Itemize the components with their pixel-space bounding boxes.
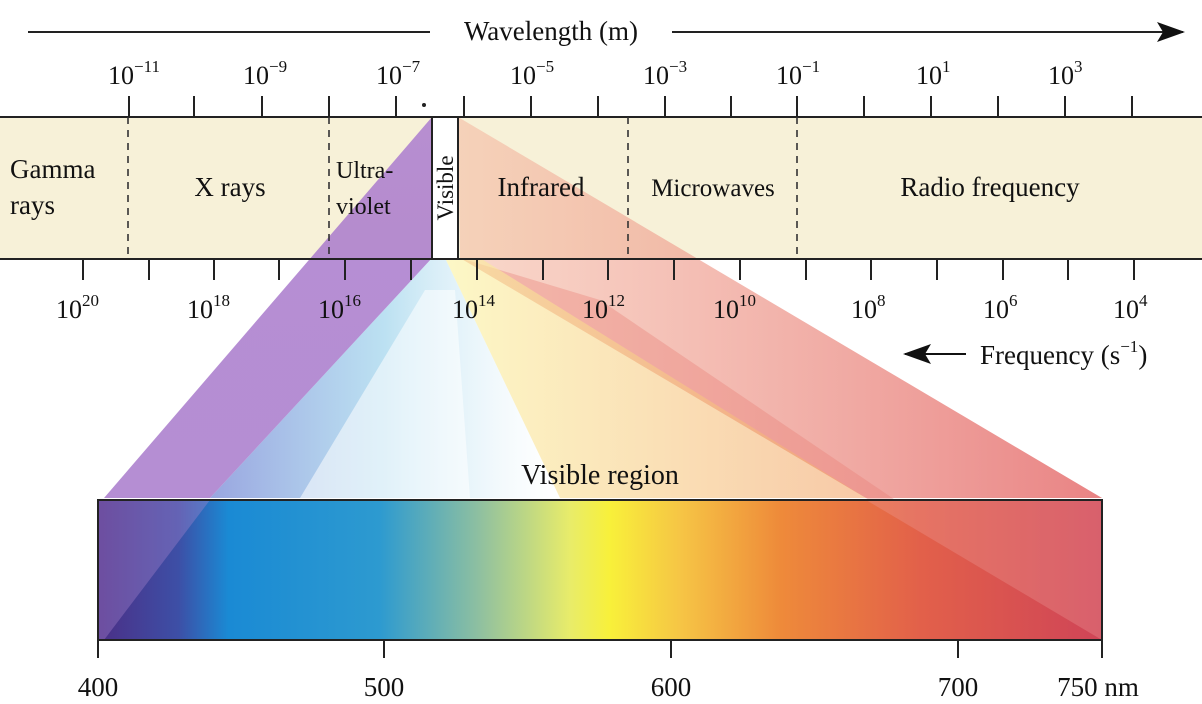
vis-label: 400 [78, 672, 119, 702]
visible-spectrum-frame [97, 499, 1103, 641]
fq-label: 106 [983, 291, 1018, 324]
region-gamma-label-1: Gamma [10, 154, 95, 184]
wl-label: 10−11 [108, 57, 160, 90]
region-uv-label-2: violet [336, 194, 391, 220]
visible-region-title: Visible region [521, 460, 679, 491]
wl-label: 10−9 [243, 57, 287, 90]
vis-label: 750 nm [1057, 672, 1139, 702]
fan-white-center [300, 290, 470, 498]
wl-label: 10−1 [776, 57, 820, 90]
region-dividers [127, 117, 798, 259]
wl-label: 10−7 [376, 57, 421, 90]
wavelength-tick-labels: 10−11 10−9 10−7 10−5 10−3 10−1 101 103 [108, 57, 1083, 90]
frequency-axis-title: Frequency (s−1) [980, 337, 1147, 370]
region-xrays-label: X rays [194, 172, 265, 202]
vis-label: 700 [938, 672, 979, 702]
fq-label: 1012 [582, 291, 625, 324]
fan-yellow [445, 258, 866, 498]
vis-label: 600 [651, 672, 692, 702]
wl-label: 10−3 [643, 57, 687, 90]
vis-label: 500 [364, 672, 405, 702]
wl-dot [422, 103, 426, 107]
fq-label: 108 [851, 291, 886, 324]
region-microwaves-label: Microwaves [651, 175, 775, 202]
frequency-ticks [82, 259, 1135, 280]
region-radio-label: Radio frequency [900, 172, 1080, 202]
light-fan [104, 117, 1102, 640]
region-gamma-label-2: rays [10, 190, 55, 220]
wl-label: 101 [916, 57, 951, 90]
region-infrared-label: Infrared [498, 172, 585, 202]
fq-label: 1020 [56, 291, 99, 324]
fq-label: 1010 [713, 291, 756, 324]
frequency-tick-labels: 1020 1018 1016 1014 1012 1010 108 106 10… [56, 291, 1148, 324]
region-uv-label-1: Ultra- [336, 158, 393, 184]
wl-label: 103 [1048, 57, 1083, 90]
visible-slit [431, 116, 459, 260]
region-visible-label: Visible [433, 155, 458, 220]
region-labels: Gamma rays X rays Ultra- violet Visible … [10, 154, 1080, 221]
fq-label: 1014 [452, 291, 496, 324]
visible-spectrum-bar [97, 499, 1103, 641]
fq-label: 104 [1113, 291, 1148, 324]
wavelength-ticks [128, 96, 1133, 117]
wl-label: 10−5 [510, 57, 554, 90]
spectrum-overlay-violet [98, 500, 210, 640]
fan-red-wing [458, 117, 1102, 498]
fq-label: 1018 [187, 291, 230, 324]
fq-label: 1016 [318, 291, 361, 324]
fan-violet [104, 117, 432, 498]
visible-tick-labels: 400 500 600 700 750 nm [78, 672, 1139, 702]
wavelength-axis-title: Wavelength (m) [464, 16, 638, 46]
visible-spectrum-gradient [98, 500, 1102, 640]
visible-ticks [97, 640, 1103, 658]
spectrum-overlay-red [866, 500, 1102, 640]
